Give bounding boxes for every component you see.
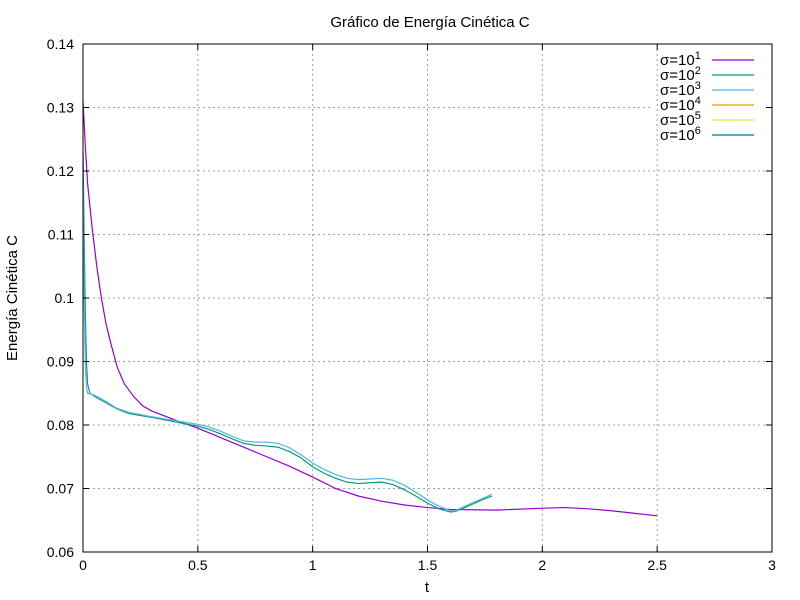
legend-entry-4: σ=104	[660, 95, 754, 114]
legend-exponent: 1	[695, 50, 701, 62]
legend-exponent: 6	[695, 125, 701, 137]
x-tick-label: 2.5	[647, 557, 667, 573]
y-tick-label: 0.06	[47, 544, 74, 560]
y-tick-label: 0.13	[47, 100, 74, 116]
legend-label: σ=103	[660, 80, 701, 99]
legend-exponent: 3	[695, 80, 701, 92]
legend-exponent: 2	[695, 65, 701, 77]
legend-entry-6: σ=106	[660, 125, 754, 144]
series-line-1	[82, 101, 658, 517]
y-axis-label: Energía Cinética C	[4, 235, 21, 361]
series-layer	[82, 101, 658, 517]
legend-entry-2: σ=102	[660, 65, 754, 84]
legend-label: σ=102	[660, 65, 701, 84]
legend-exponent: 4	[695, 95, 701, 107]
series-line-2	[82, 151, 493, 513]
x-tick-label: 2	[538, 557, 546, 573]
y-tick-label: 0.11	[48, 227, 74, 243]
x-tick-label: 1	[309, 557, 317, 573]
legend-label: σ=106	[660, 125, 701, 144]
x-tick-label: 0.5	[188, 557, 208, 573]
x-tick-label: 3	[768, 557, 776, 573]
ticks: 0 0.5 1 1.5 2 2.5 3 0.06 0.07 0.08 0.09 0.1 0.11 0.12…	[47, 36, 776, 573]
y-tick-label: 0.08	[47, 417, 74, 433]
x-tick-label: 0	[79, 557, 87, 573]
x-axis-label: t	[425, 579, 430, 596]
chart-title: Gráfico de Energía Cinética C	[330, 14, 529, 31]
y-tick-label: 0.07	[47, 481, 74, 497]
series-line-3	[82, 158, 493, 512]
legend-entry-5: σ=105	[660, 110, 754, 129]
y-tick-label: 0.09	[47, 354, 74, 370]
y-tick-label: 0.12	[47, 163, 74, 179]
legend-entry-3: σ=103	[660, 80, 754, 99]
legend-exponent: 5	[695, 110, 701, 122]
x-tick-label: 1.5	[418, 557, 438, 573]
y-tick-label: 0.1	[55, 290, 75, 306]
legend-label: σ=104	[660, 95, 701, 114]
legend-label: σ=105	[660, 110, 701, 129]
y-tick-label: 0.14	[47, 36, 74, 52]
legend-label: σ=101	[660, 50, 701, 69]
legend-entry-1: σ=101	[660, 50, 754, 69]
